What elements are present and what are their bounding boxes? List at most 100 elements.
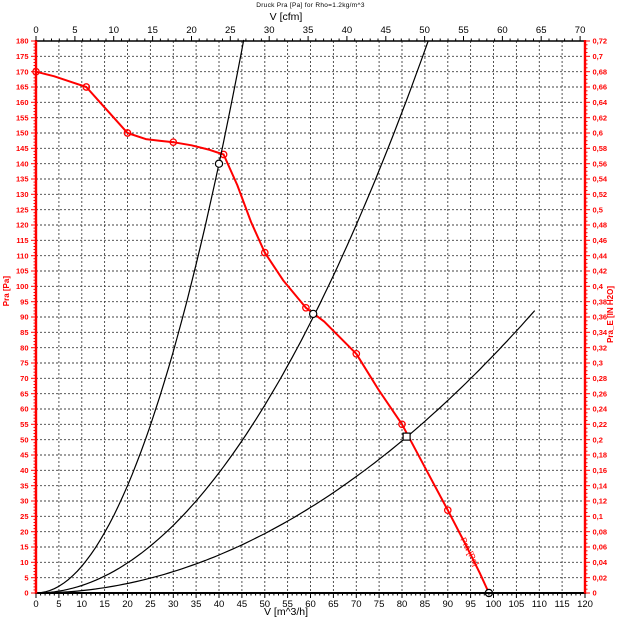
svg-text:0,1: 0,1 [593,512,603,521]
svg-text:25: 25 [145,599,156,610]
svg-text:175: 175 [16,52,29,61]
fan-pressure-curve [35,70,490,594]
svg-text:0,54: 0,54 [593,175,608,184]
svg-text:20: 20 [122,599,133,610]
svg-text:90: 90 [443,599,454,610]
bottom-axis-label: V [m^3/h] [263,606,309,618]
svg-text:75: 75 [20,359,28,368]
svg-text:0,22: 0,22 [593,420,608,429]
svg-text:85: 85 [20,328,28,337]
svg-text:60: 60 [20,405,28,414]
svg-text:165: 165 [16,83,29,92]
svg-text:40: 40 [342,25,353,36]
svg-text:30: 30 [264,25,275,36]
system-curve-steep [35,39,245,594]
svg-text:5: 5 [24,573,28,582]
svg-text:50: 50 [20,435,28,444]
svg-text:5: 5 [56,599,61,610]
svg-text:20: 20 [20,527,28,536]
svg-text:0,52: 0,52 [593,190,608,199]
svg-text:0,64: 0,64 [593,98,608,107]
svg-text:135: 135 [16,175,29,184]
svg-text:0,46: 0,46 [593,236,608,245]
svg-text:65: 65 [20,389,28,398]
svg-text:105: 105 [16,267,29,276]
svg-text:0,08: 0,08 [593,527,608,536]
svg-text:55: 55 [458,25,469,36]
svg-text:140: 140 [16,159,29,168]
svg-text:60: 60 [497,25,508,36]
right-axis-tick-labels: 0 0,02 0,04 0,06 0,08 0,1 0,12 0,14 0,16 0,18 0,2 0… [593,37,608,598]
svg-text:0,32: 0,32 [593,343,608,352]
svg-text:0,16: 0,16 [593,466,608,475]
svg-text:25: 25 [20,512,28,521]
left-axis-tick-labels: 0 5 10 15 20 25 30 35 40 45 50 55 60 65 70 75 80 85 90 95 10… [16,37,29,598]
svg-text:0,56: 0,56 [593,159,608,168]
svg-text:110: 110 [16,251,28,260]
svg-text:0,12: 0,12 [593,497,608,506]
svg-text:45: 45 [237,599,248,610]
svg-text:20: 20 [186,25,197,36]
svg-text:65: 65 [328,599,339,610]
svg-text:10: 10 [77,599,88,610]
svg-text:150: 150 [16,129,29,138]
svg-text:10: 10 [20,558,28,567]
svg-text:145: 145 [16,144,29,153]
svg-text:70: 70 [351,599,362,610]
svg-text:50: 50 [260,599,271,610]
svg-text:0,42: 0,42 [593,267,608,276]
svg-text:55: 55 [20,420,28,429]
svg-text:0,4: 0,4 [593,282,604,291]
svg-text:0,26: 0,26 [593,389,608,398]
svg-text:15: 15 [147,25,158,36]
svg-text:115: 115 [555,599,570,610]
svg-text:0,68: 0,68 [593,67,608,76]
svg-text:100: 100 [486,599,502,610]
svg-text:90: 90 [20,313,28,322]
svg-text:155: 155 [16,113,29,122]
svg-text:0,6: 0,6 [593,129,603,138]
svg-text:120: 120 [577,599,593,610]
top-axis-ticks [35,36,581,41]
system-curve-shallow [36,310,536,594]
svg-text:45: 45 [381,25,392,36]
svg-text:30: 30 [168,599,179,610]
svg-text:0,62: 0,62 [593,113,608,122]
svg-text:0,02: 0,02 [593,573,608,582]
svg-text:0,34: 0,34 [593,328,608,337]
bottom-axis-tick-labels: 0 5 10 15 20 25 30 35 40 45 50 55 60 65 70 75 80 85 90 95 10… [33,599,593,610]
bottom-axis-ticks [35,593,586,598]
svg-text:0,72: 0,72 [593,37,608,46]
svg-text:0,06: 0,06 [593,543,608,552]
system-curve-middle [35,40,429,594]
svg-text:95: 95 [20,297,28,306]
svg-text:0: 0 [593,589,597,598]
svg-text:100: 100 [16,282,29,291]
svg-text:115: 115 [16,236,28,245]
svg-text:35: 35 [191,599,202,610]
svg-text:0,66: 0,66 [593,83,608,92]
svg-text:10: 10 [108,25,119,36]
svg-text:95: 95 [465,599,476,610]
svg-text:120: 120 [16,221,29,230]
svg-text:180: 180 [16,37,29,46]
svg-text:0,04: 0,04 [593,558,608,567]
svg-text:80: 80 [397,599,408,610]
svg-text:55: 55 [282,599,293,610]
svg-text:50: 50 [419,25,430,36]
svg-text:0,3: 0,3 [593,359,603,368]
svg-text:0,2: 0,2 [593,435,603,444]
svg-text:70: 70 [20,374,28,383]
svg-text:80: 80 [20,343,28,352]
svg-text:170: 170 [16,67,29,76]
top-axis-label: V [cfm] [269,11,303,23]
svg-text:15: 15 [20,543,28,552]
svg-text:0: 0 [33,599,38,610]
right-axis-ticks [585,40,590,594]
left-axis-ticks [31,40,36,594]
svg-text:105: 105 [508,599,524,610]
svg-text:70: 70 [575,25,586,36]
svg-text:0,28: 0,28 [593,374,608,383]
